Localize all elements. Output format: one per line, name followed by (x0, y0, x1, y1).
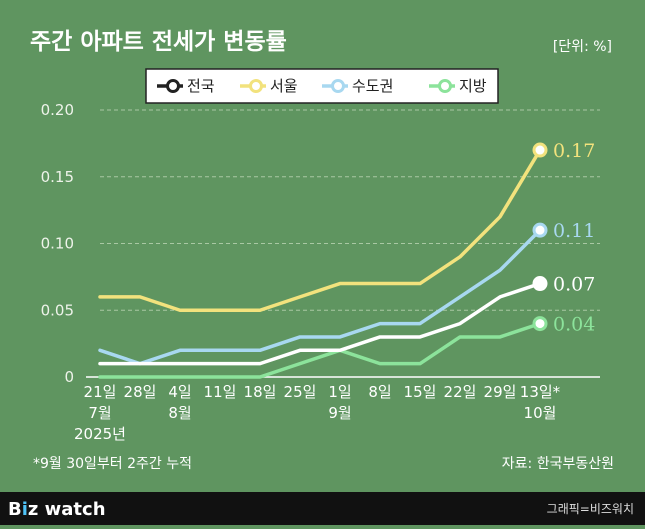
graphic-credit: 그래픽=비즈워치 (547, 502, 634, 516)
x-tick-label: 29일 (484, 383, 517, 401)
end-value-labels: 0.04 0.11 0.07 0.17 (553, 140, 595, 336)
series-line-2 (98, 281, 542, 366)
end-value-label: 0.11 (553, 220, 595, 242)
legend: 전국 서울 수도권 지방 (157, 77, 487, 95)
end-value-label: 0.17 (553, 140, 595, 162)
x-tick-label: 15일 (404, 383, 437, 401)
x-tick-label: 1일 (328, 383, 351, 401)
x-tick-label: 21일 (84, 383, 117, 401)
y-tick-label: 0 (64, 368, 74, 386)
brand-prefix: B (8, 499, 22, 520)
x-month-label: 10월 (524, 404, 557, 422)
end-value-label: 0.07 (553, 274, 595, 296)
series-line-1 (98, 228, 542, 366)
brand-logo: Biz watch (8, 499, 106, 520)
x-axis: 21일 7월 2025년 28일 4일 8월 11일 18일 25일 1일 9월 8일 15일 22일 29… (74, 376, 600, 443)
y-tick-label: 0.20 (41, 101, 74, 119)
footnote: *9월 30일부터 2주간 누적 (33, 456, 192, 472)
legend-swatch-marker (438, 79, 452, 93)
x-tick-label: 25일 (284, 383, 317, 401)
series-lines (98, 142, 548, 379)
x-month-label: 8월 (168, 404, 191, 422)
legend-label: 수도권 (352, 77, 393, 95)
series-end-marker-0 (532, 316, 548, 332)
legend-swatch-marker (331, 79, 345, 93)
x-tick-label: 11일 (204, 383, 237, 401)
y-tick-label: 0.05 (41, 301, 74, 319)
x-tick-label: 18일 (244, 383, 277, 401)
legend-label: 서울 (270, 77, 298, 95)
x-year-label: 2025년 (74, 425, 126, 443)
legend-label: 전국 (187, 77, 215, 95)
legend-label: 지방 (459, 77, 487, 95)
legend-swatch-marker (249, 79, 263, 93)
chart-title: 주간 아파트 전세가 변동률 (30, 29, 287, 55)
x-tick-label: 13일* (520, 383, 561, 401)
x-tick-label: 22일 (444, 383, 477, 401)
series-line-0 (98, 321, 542, 379)
unit-label: [단위: %] (553, 39, 612, 55)
brand-bar (0, 492, 645, 525)
x-tick-label: 28일 (124, 383, 157, 401)
x-tick-label: 4일 (168, 383, 191, 401)
series-end-marker-2 (532, 276, 548, 292)
legend-swatch-marker (166, 79, 180, 93)
brand-i: i (22, 499, 28, 520)
source-note: 자료: 한국부동산원 (502, 456, 614, 472)
y-tick-label: 0.15 (41, 168, 74, 186)
series-line-3 (98, 148, 542, 312)
series-end-marker-3 (532, 142, 548, 158)
gridlines (100, 109, 600, 311)
brand-suffix: z watch (28, 499, 106, 520)
end-value-label: 0.04 (553, 314, 595, 336)
y-axis-ticks: 0 0.05 0.10 0.15 0.20 (41, 101, 74, 386)
x-month-label: 9월 (328, 404, 351, 422)
x-tick-label: 8일 (368, 383, 391, 401)
y-tick-label: 0.10 (41, 235, 74, 253)
series-end-marker-1 (532, 222, 548, 238)
x-month-label: 7월 (88, 404, 111, 422)
